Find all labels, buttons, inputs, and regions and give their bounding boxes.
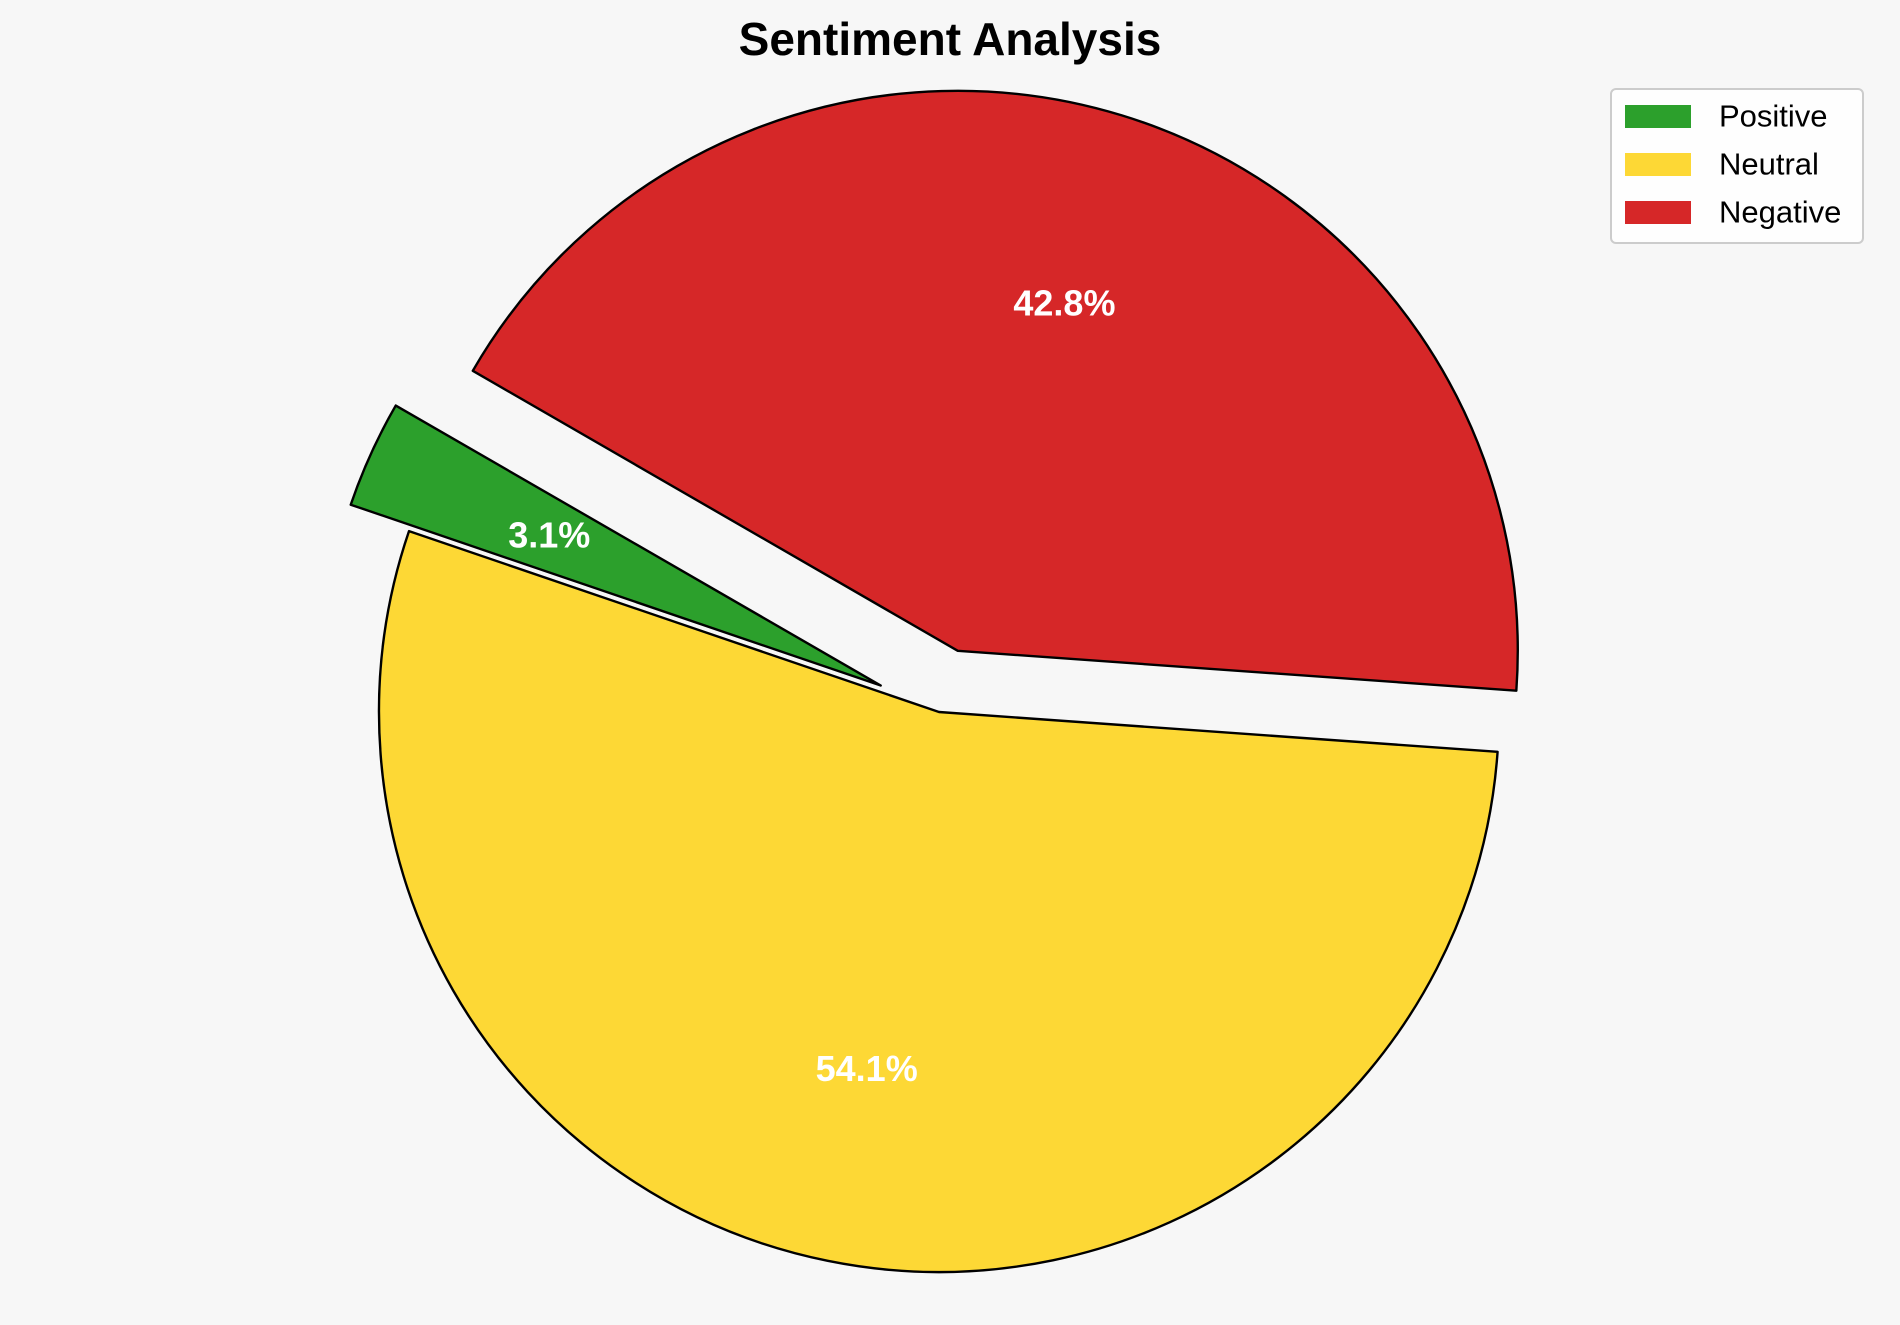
pie-labels: 3.1% 54.1% 42.8% [508,282,1115,1089]
pie-slice-negative [471,89,1519,692]
pie-slices [349,89,1519,1274]
legend-label-negative: Negative [1719,195,1841,230]
legend: Positive Neutral Negative [1610,88,1864,244]
pie-label-negative: 42.8% [1013,282,1115,323]
legend-label-neutral: Neutral [1719,147,1819,182]
pie-label-positive: 3.1% [508,515,590,556]
legend-swatch-negative [1625,201,1691,224]
legend-swatch-neutral [1625,153,1691,176]
pie-slice-neutral [377,529,1499,1274]
chart-title: Sentiment Analysis [739,13,1162,65]
pie-slice-positive [349,404,882,687]
pie-label-neutral: 54.1% [816,1048,918,1089]
legend-label-positive: Positive [1719,99,1828,134]
legend-swatch-positive [1625,105,1691,128]
legend-entries: Positive Neutral Negative [1625,99,1841,230]
